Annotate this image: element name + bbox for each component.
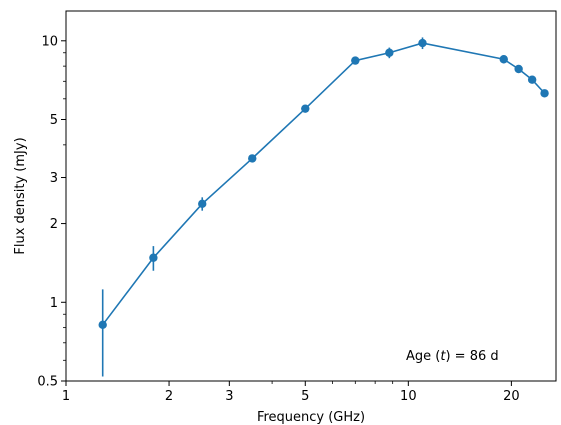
y-tick-label: 2 bbox=[50, 217, 58, 232]
data-point bbox=[499, 55, 508, 64]
plot-layer bbox=[98, 37, 549, 377]
x-tick-label: 20 bbox=[503, 389, 520, 404]
annotation-prefix: Age ( bbox=[406, 349, 440, 364]
data-point bbox=[351, 56, 360, 65]
data-point bbox=[540, 89, 549, 98]
data-point bbox=[514, 64, 523, 74]
data-point bbox=[527, 75, 537, 84]
data-point bbox=[301, 104, 310, 113]
x-tick-label: 3 bbox=[225, 389, 233, 404]
y-axis-label: Flux density (mJy) bbox=[13, 137, 28, 254]
data-point bbox=[149, 253, 158, 262]
x-tick-label: 1 bbox=[62, 389, 70, 404]
data-point bbox=[98, 320, 107, 330]
series-line bbox=[102, 42, 546, 326]
y-tick-label: 0.5 bbox=[37, 375, 58, 390]
data-point bbox=[418, 38, 427, 48]
x-axis-label: Frequency (GHz) bbox=[257, 410, 365, 425]
y-tick-label: 1 bbox=[50, 296, 58, 311]
y-tick-label: 10 bbox=[41, 34, 58, 49]
plot-frame bbox=[65, 10, 557, 382]
annotation-variable: t bbox=[440, 349, 446, 364]
y-tick-label: 3 bbox=[50, 171, 58, 186]
annotation-suffix: ) = 86 d bbox=[445, 349, 498, 364]
data-point bbox=[248, 154, 257, 163]
data-point bbox=[198, 199, 207, 209]
data-point bbox=[385, 48, 394, 57]
x-tick-label: 5 bbox=[301, 389, 309, 404]
x-tick-label: 2 bbox=[165, 389, 173, 404]
y-tick-label: 5 bbox=[50, 113, 58, 128]
x-tick-label: 10 bbox=[400, 389, 417, 404]
age-annotation: Age (t) = 86 d bbox=[406, 349, 499, 364]
